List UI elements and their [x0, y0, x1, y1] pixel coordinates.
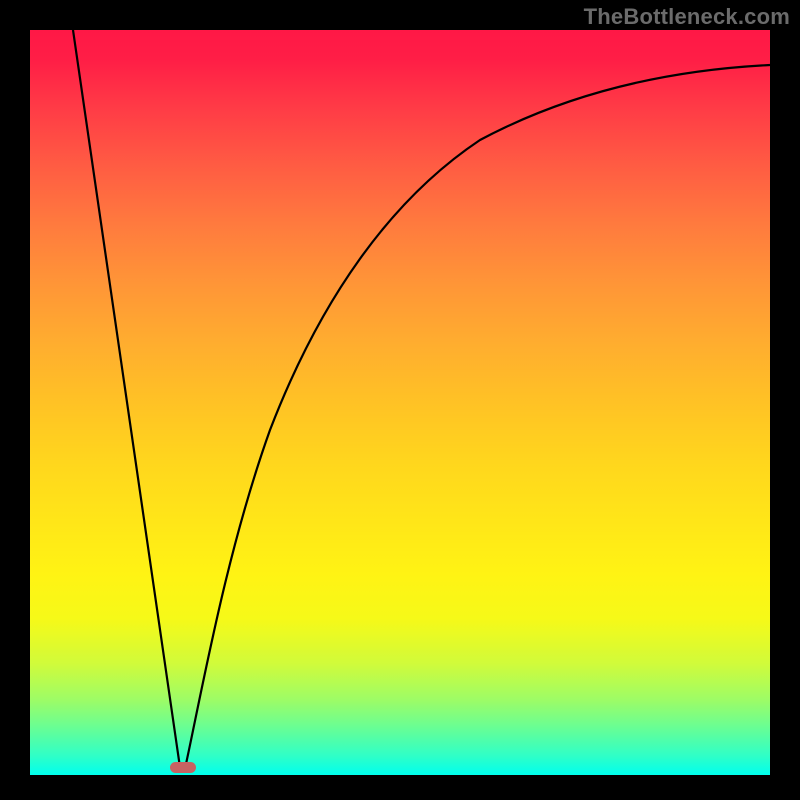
plot-area: [30, 30, 770, 775]
bottleneck-curve: [30, 30, 770, 775]
chart-container: TheBottleneck.com: [0, 0, 800, 800]
watermark-label: TheBottleneck.com: [584, 4, 790, 30]
optimal-marker: [170, 762, 196, 773]
curve-path: [73, 30, 770, 764]
